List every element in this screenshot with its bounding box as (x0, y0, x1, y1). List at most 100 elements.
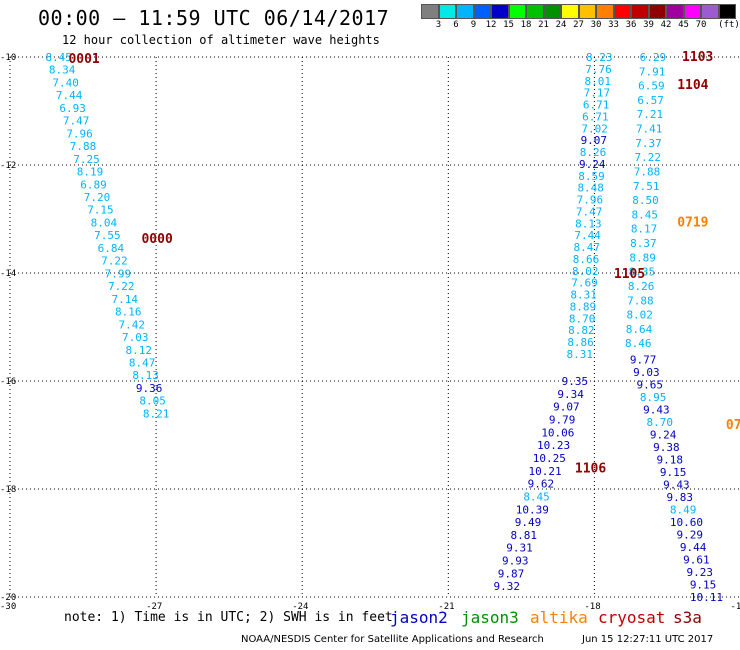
swh-value: 8.82 (568, 324, 595, 337)
swh-value: 10 (739, 580, 740, 593)
scale-tick-label: 70 (695, 20, 707, 30)
swh-value: 8.45 (45, 51, 72, 64)
swh-value: 7.14 (112, 293, 139, 306)
swh-value: 6.59 (638, 80, 665, 93)
lon-tick-label: -15 (731, 602, 740, 612)
color-scale-cells (421, 4, 736, 19)
swh-value: 8.35 (629, 266, 656, 279)
scale-swatch (666, 4, 684, 19)
time-label: 0718 (726, 418, 740, 433)
scale-swatch (526, 4, 544, 19)
swh-value: 7.99 (105, 267, 132, 280)
time-label: 1105 (614, 267, 645, 282)
swh-value: 8.47 (574, 241, 601, 254)
swh-value: 8.37 (630, 237, 657, 250)
scale-tick-label: 24 (555, 20, 567, 30)
time-label: 1106 (575, 461, 606, 476)
generated-timestamp: Jun 15 12:27:11 UTC 2017 (582, 634, 714, 645)
lat-tick-label: -12 (0, 161, 16, 171)
scale-swatch (718, 4, 736, 19)
scale-tick-label: 6 (453, 20, 459, 30)
scale-unit-label: (ft) (718, 20, 740, 30)
swh-value: 7.21 (637, 108, 664, 121)
swh-value: 8.02 (626, 309, 653, 322)
swh-value: 8.31 (567, 348, 594, 361)
swh-value: 7.41 (636, 123, 663, 136)
swh-value: 8.48 (577, 182, 604, 195)
swh-value: 7.20 (84, 191, 111, 204)
swh-value: 8.45 (523, 490, 550, 503)
swh-value: 7.96 (66, 127, 93, 140)
swh-value: 9.24 (579, 158, 606, 171)
swh-value: 7.22 (108, 280, 135, 293)
swh-value: 8.26 (628, 280, 655, 293)
swh-value: 8.86 (567, 336, 594, 349)
swh-value: 9.15 (660, 466, 687, 479)
lat-tick-label: -10 (0, 53, 16, 63)
chart-subtitle: 12 hour collection of altimeter wave hei… (62, 33, 380, 47)
swh-value: 9.43 (663, 478, 690, 491)
swh-value: 10.60 (670, 516, 703, 529)
swh-value: 8.66 (573, 253, 600, 266)
scale-swatch (613, 4, 631, 19)
swh-value: 8.05 (139, 395, 166, 408)
swh-value: 7.40 (52, 76, 79, 89)
swh-value: 7.88 (634, 165, 661, 178)
time-label: 0719 (677, 216, 708, 231)
scale-swatch (596, 4, 614, 19)
scale-swatch (421, 4, 439, 19)
swh-value: 7.88 (627, 294, 654, 307)
swh-value: 7.44 (574, 229, 601, 242)
scale-swatch (561, 4, 579, 19)
swh-value: 10.06 (541, 426, 574, 439)
lat-tick-label: -16 (0, 377, 16, 387)
swh-value: 8.04 (91, 216, 118, 229)
swh-value: 7.25 (73, 153, 100, 166)
swh-value: 9.35 (562, 375, 589, 388)
swh-value: 8.81 (511, 529, 538, 542)
scale-tick-label: 12 (485, 20, 497, 30)
swh-value: 9.34 (557, 388, 584, 401)
swh-value: 8.02 (572, 265, 599, 278)
swh-value: 8.16 (115, 306, 142, 319)
time-label: 1104 (677, 78, 708, 93)
swh-value: 10.25 (533, 452, 566, 465)
swh-value: 8.17 (631, 223, 658, 236)
scale-tick-label: 3 (435, 20, 442, 30)
swh-value: 8.12 (125, 344, 152, 357)
swh-value: 9.83 (667, 491, 694, 504)
swh-value: 8.21 (143, 407, 170, 420)
scale-tick-label: 18 (520, 20, 532, 30)
swh-value: 9.07 (581, 134, 608, 147)
swh-value: 7.69 (571, 277, 598, 290)
swh-value: 6.84 (98, 242, 125, 255)
swh-value: 7.47 (63, 115, 90, 128)
swh-value: 8.31 (570, 289, 597, 302)
lon-tick-label: -21 (438, 602, 454, 612)
scale-tick-label: 30 (590, 20, 602, 30)
lat-tick-label: -20 (0, 593, 16, 603)
swh-value: 7.15 (87, 204, 114, 217)
swh-value: 9.77 (630, 353, 657, 366)
legend-jason2: jason2 (390, 608, 448, 627)
legend-s3a: s3a (673, 608, 702, 627)
swh-value: 8.59 (578, 170, 605, 183)
swh-value: 7.88 (70, 140, 97, 153)
swh-value: 7.42 (119, 318, 146, 331)
swh-value: 9.07 (553, 401, 580, 414)
legend-jason3: jason3 (461, 608, 519, 627)
swh-value: 9.32 (493, 580, 520, 593)
scale-swatch (473, 4, 491, 19)
swh-value: 9.87 (498, 567, 525, 580)
swh-value: 8.45 (632, 208, 659, 221)
swh-value: 10.21 (529, 465, 562, 478)
scale-tick-label: 15 (503, 20, 514, 30)
swh-value: 8.70 (569, 312, 596, 325)
swh-value: 9.65 (637, 378, 664, 391)
lon-tick-label: -27 (146, 602, 162, 612)
swh-value: 9.15 (690, 578, 717, 591)
swh-value: 9.79 (549, 413, 576, 426)
swh-value: 7.37 (635, 137, 662, 150)
swh-value: 8.89 (629, 251, 656, 264)
scale-tick-label: 39 (643, 20, 654, 30)
